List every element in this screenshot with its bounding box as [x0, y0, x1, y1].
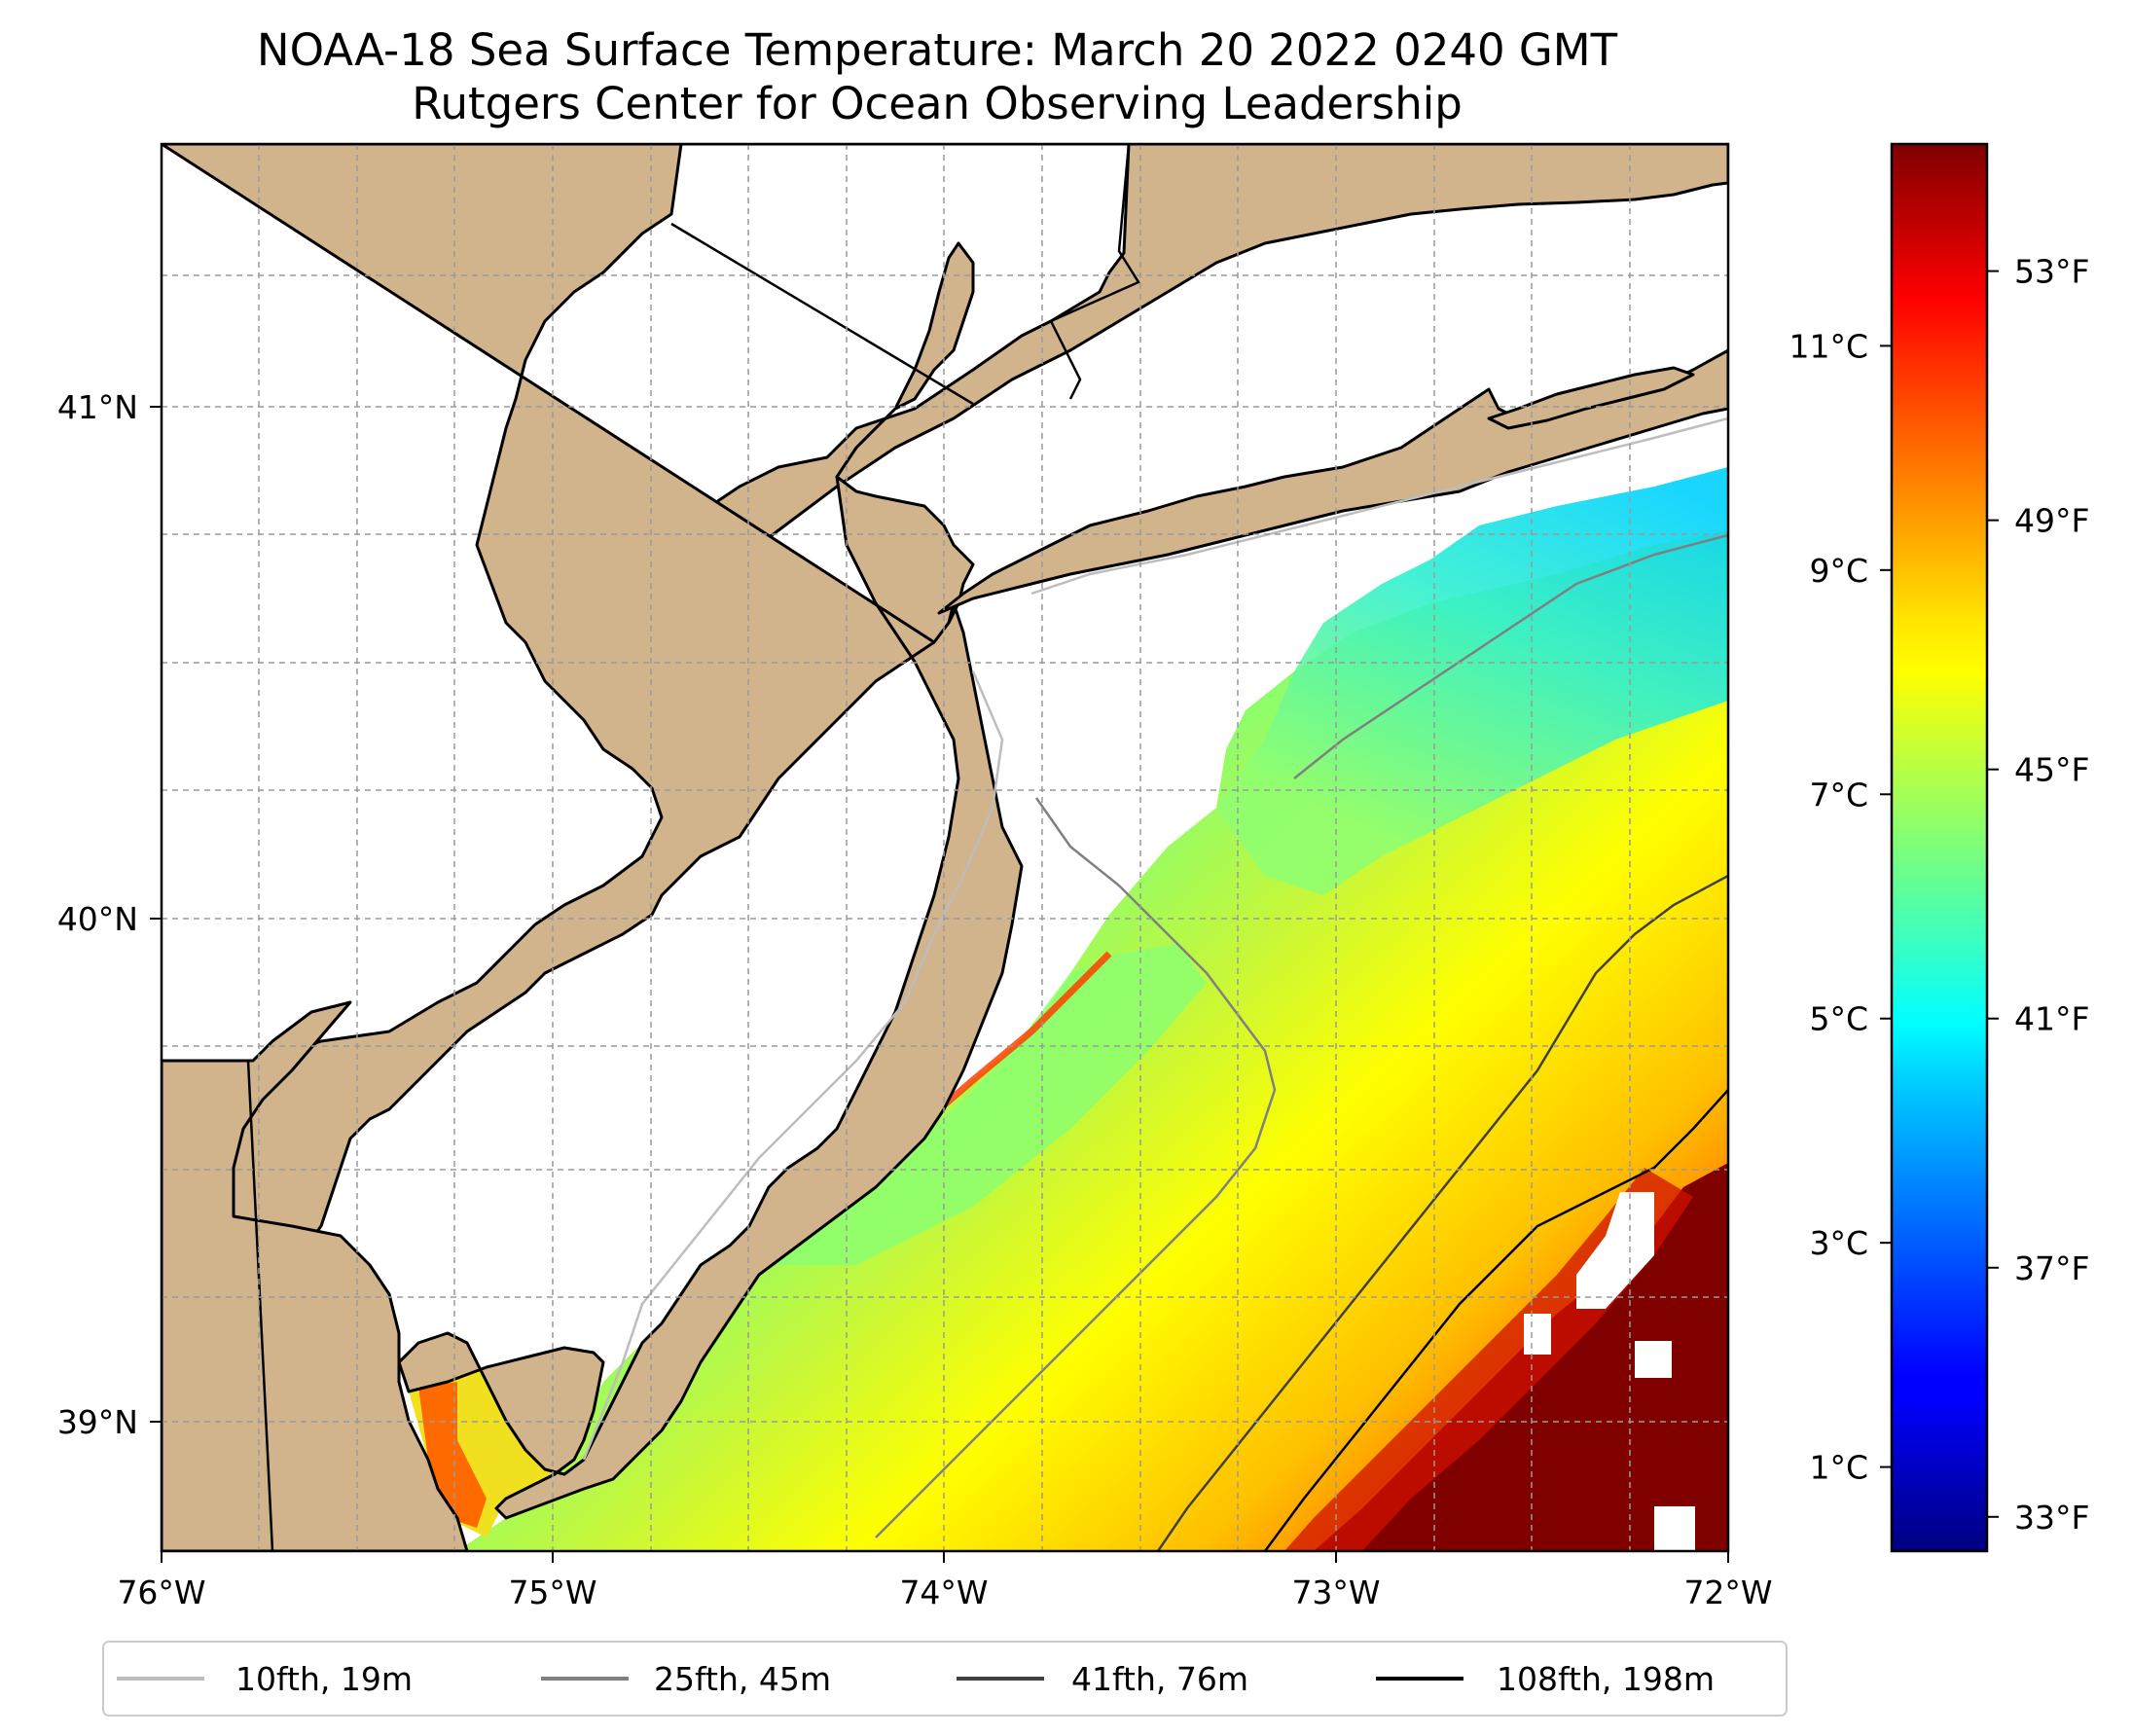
lon-tick-label: 73°W	[1291, 1573, 1380, 1611]
colorbar-celsius-label: 11°C	[1789, 327, 1868, 365]
colorbar: 11°C 9°C 7°C 5°C 3°C 1°C 53°F 49°F 45°F 41°F 37°F…	[1789, 142, 2089, 1553]
land-nj-mainland	[162, 144, 1024, 1520]
bathymetry-contours	[582, 416, 1728, 1551]
lon-tick-label: 72°W	[1683, 1573, 1772, 1611]
legend-label: 25fth, 45m	[654, 1660, 831, 1698]
contour-108fth	[1263, 1089, 1728, 1551]
colorbar-celsius-label: 7°C	[1809, 776, 1868, 814]
colorbar-celsius-label: 3°C	[1809, 1224, 1868, 1262]
legend-box	[102, 1641, 1788, 1717]
colorbar-celsius-label: 9°C	[1809, 552, 1868, 590]
lat-tick-label: 41°N	[57, 388, 138, 426]
contour-10fth	[582, 416, 1728, 1461]
colorbar-fahrenheit-label: 33°F	[2014, 1499, 2089, 1537]
cloud-gap	[1654, 1506, 1695, 1551]
map-area	[162, 144, 1728, 1551]
contour-legend: 10fth, 19m 25fth, 45m 41fth, 76m 108fth,…	[102, 1641, 1788, 1717]
gridlines	[162, 144, 1728, 1551]
map-subtitle: Rutgers Center for Ocean Observing Leade…	[412, 78, 1463, 129]
delaware-bay-warm-edge	[418, 1382, 487, 1528]
lon-tick-label: 75°W	[508, 1573, 596, 1611]
colorbar-fahrenheit-ticks: 53°F 49°F 45°F 41°F 37°F 33°F	[1987, 253, 2089, 1537]
lat-axis: 41°N 40°N 39°N	[57, 388, 162, 1441]
lat-tick-label: 39°N	[57, 1403, 138, 1441]
lat-tick-label: 40°N	[57, 900, 138, 938]
colorbar-celsius-label: 5°C	[1809, 1000, 1868, 1038]
colorbar-celsius-label: 1°C	[1809, 1449, 1868, 1487]
cloud-gap	[1635, 1341, 1672, 1378]
land-north-fork	[1487, 366, 1695, 430]
colorbar-fahrenheit-label: 45°F	[2014, 751, 2089, 789]
state-borders	[162, 144, 1140, 1551]
cloud-gap	[1524, 1314, 1551, 1355]
colorbar-fahrenheit-label: 49°F	[2014, 502, 2089, 540]
lon-tick-label: 76°W	[117, 1573, 205, 1611]
map-title: NOAA-18 Sea Surface Temperature: March 2…	[257, 24, 1618, 76]
colorbar-fahrenheit-label: 53°F	[2014, 253, 2089, 291]
contour-41fth	[1156, 874, 1728, 1551]
colorbar-fahrenheit-label: 37°F	[2014, 1249, 2089, 1287]
lon-axis: 76°W 75°W 74°W 73°W 72°W	[117, 1551, 1773, 1611]
shelf-green-strip	[740, 944, 1207, 1265]
legend-label: 10fth, 19m	[235, 1660, 413, 1698]
colorbar-celsius-ticks: 11°C 9°C 7°C 5°C 3°C 1°C	[1789, 327, 1892, 1487]
colorbar-fahrenheit-label: 41°F	[2014, 1000, 2089, 1038]
cloud-gap	[1576, 1192, 1654, 1309]
lon-tick-label: 74°W	[899, 1573, 988, 1611]
land-delmarva	[162, 1000, 469, 1551]
legend-label: 41fth, 76m	[1071, 1660, 1248, 1698]
colorbar-gradient	[1890, 142, 1989, 1553]
legend-label: 108fth, 198m	[1497, 1660, 1715, 1698]
